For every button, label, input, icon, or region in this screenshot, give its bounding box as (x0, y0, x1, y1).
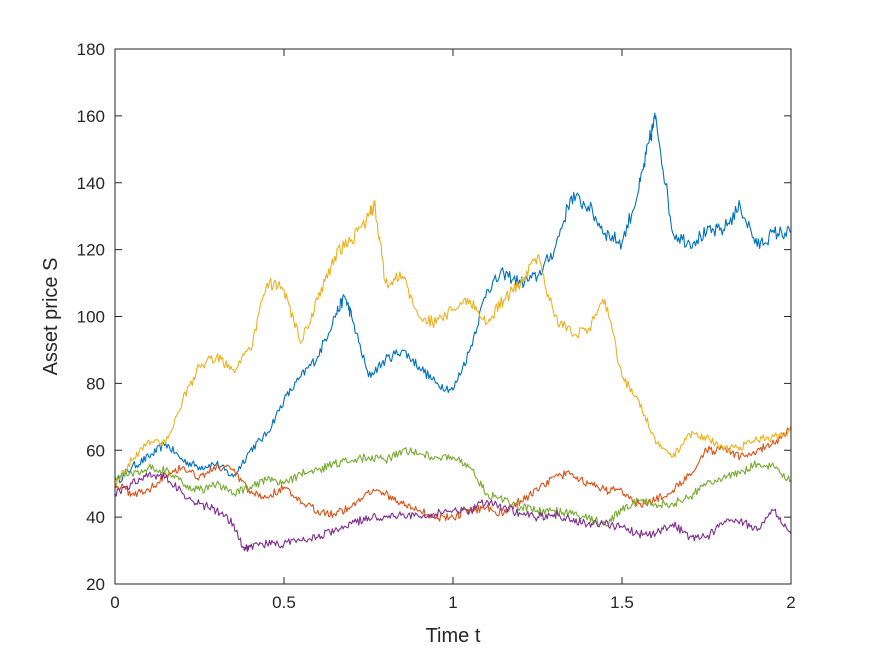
y-tick-label: 60 (86, 441, 105, 460)
y-tick-label: 120 (77, 241, 105, 260)
y-axis-label: Asset price S (40, 258, 62, 376)
y-tick-label: 180 (77, 40, 105, 59)
y-tick-label: 20 (86, 575, 105, 594)
x-tick-label: 0.5 (272, 593, 296, 612)
x-axis-label: Time t (426, 625, 481, 647)
series-layer (114, 112, 792, 552)
series-line-2 (114, 426, 792, 522)
x-tick-label: 2 (786, 593, 795, 612)
series-line-3 (114, 200, 792, 486)
series-line-5 (114, 471, 792, 552)
y-tick-label: 40 (86, 508, 105, 527)
y-tick-label: 100 (77, 308, 105, 327)
y-tick-label: 160 (77, 107, 105, 126)
y-tick-label: 80 (86, 374, 105, 393)
x-tick-label: 1 (448, 593, 457, 612)
y-tick-label: 140 (77, 174, 105, 193)
x-tick-label: 1.5 (610, 593, 634, 612)
x-tick-label: 0 (110, 593, 119, 612)
series-line-1 (114, 112, 792, 487)
series-line-4 (114, 447, 792, 527)
axes-layer: 0 0.5 1 1.5 2 20 40 60 80 100 120 140 160 180 (77, 40, 796, 612)
